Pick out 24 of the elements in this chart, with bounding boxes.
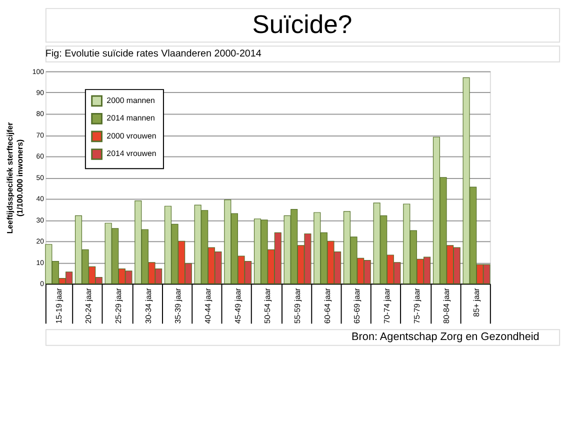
x-tick-label: 45-49 jaar (233, 288, 242, 324)
chart-subtitle: Fig: Evolutie suïcide rates Vlaanderen 2000-2014 (45, 48, 262, 60)
x-tick-label: 30-34 jaar (144, 288, 153, 324)
text: Leeftijdsspecifiek sterftecijfer (6, 122, 15, 234)
x-tick-label: 40-44 jaar (203, 288, 212, 324)
legend-label: 2014 vrouwen (106, 149, 156, 158)
legend-label: 2014 mannen (106, 114, 155, 123)
x-tick-label: 50-54 jaar (263, 288, 272, 324)
x-tick-label: 25-29 jaar (114, 288, 123, 324)
chart-title: Suïcide? (252, 10, 352, 39)
x-tick-label: 65-69 jaar (352, 288, 362, 324)
text: Bron: Agentschap Zorg en Gezondheid (352, 330, 540, 343)
x-tick-label: 60-64 jaar (322, 288, 332, 324)
x-tick-label: 20-24 jaar (84, 288, 94, 324)
legend-label: 2000 vrouwen (106, 131, 156, 140)
x-tick-label: 85+ jaar (472, 288, 481, 317)
x-tick-label: 80-84 jaar (442, 288, 452, 324)
x-tick-label: 15-19 jaar (54, 288, 64, 324)
legend-label: 2000 mannen (106, 96, 155, 105)
text: (1/100.000 inwoners) (16, 139, 25, 217)
x-tick-label: 55-59 jaar (292, 288, 302, 324)
x-tick-label: 70-74 jaar (382, 288, 392, 324)
x-tick-label: 75-79 jaar (412, 288, 422, 324)
x-tick-label: 35-39 jaar (174, 288, 183, 324)
